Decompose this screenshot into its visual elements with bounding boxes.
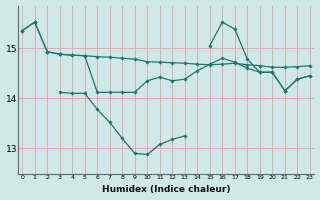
X-axis label: Humidex (Indice chaleur): Humidex (Indice chaleur): [102, 185, 230, 194]
